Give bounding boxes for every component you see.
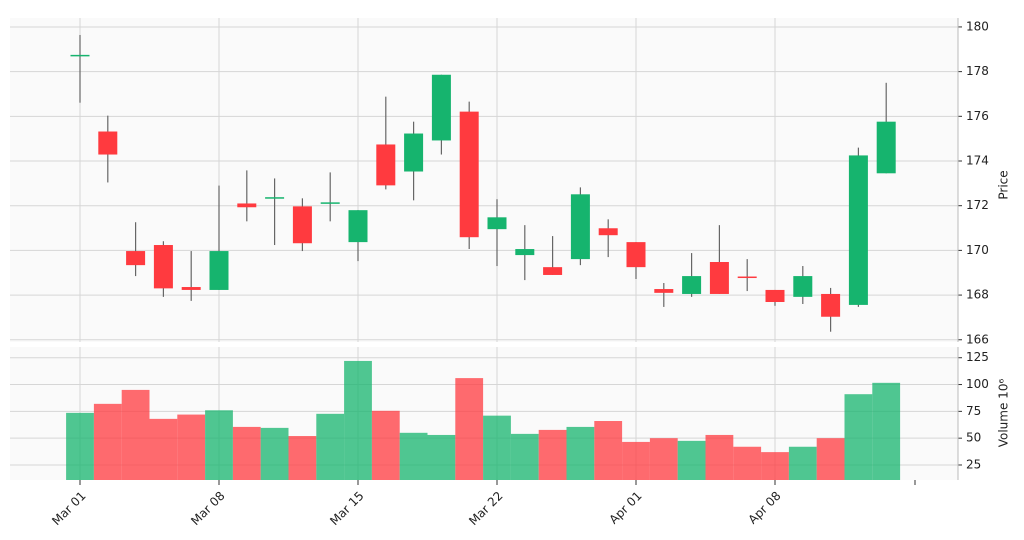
candle-body bbox=[348, 210, 368, 243]
candle-body bbox=[459, 111, 479, 238]
candle-body bbox=[292, 206, 312, 244]
candle-body bbox=[515, 249, 535, 256]
volume-bar bbox=[788, 446, 817, 480]
volume-bar bbox=[371, 410, 400, 480]
y-tick-label: 180 bbox=[966, 19, 989, 33]
candle-body bbox=[320, 202, 340, 204]
x-tick-label: Mar 15 bbox=[327, 489, 366, 528]
volume-bar bbox=[733, 446, 762, 480]
volume-bar bbox=[399, 432, 428, 480]
x-tick-label: Apr 01 bbox=[607, 489, 645, 527]
candle-body bbox=[98, 131, 118, 155]
candle-body bbox=[737, 276, 757, 279]
volume-bar bbox=[205, 410, 233, 480]
volume-bar bbox=[93, 403, 122, 480]
candle-body bbox=[543, 267, 563, 275]
x-tick-label: Mar 01 bbox=[49, 489, 88, 528]
volume-bar bbox=[816, 438, 845, 480]
volume-bar bbox=[566, 426, 595, 480]
candle-body bbox=[237, 203, 257, 208]
candle-body bbox=[153, 245, 173, 289]
y-tick-label: 168 bbox=[966, 288, 989, 302]
volume-bar bbox=[121, 389, 150, 480]
volume-bar bbox=[622, 441, 650, 480]
y-tick-label: 125 bbox=[966, 350, 989, 364]
candle-body bbox=[821, 293, 841, 317]
x-tick-label: Apr 08 bbox=[746, 489, 784, 527]
candle-body bbox=[793, 276, 813, 297]
volume-bar bbox=[761, 452, 789, 480]
volume-bar bbox=[538, 429, 567, 480]
volume-bar bbox=[510, 433, 539, 480]
volume-bar bbox=[649, 438, 678, 480]
volume-bar bbox=[677, 440, 706, 480]
y-tick-label: 172 bbox=[966, 198, 989, 212]
candle-body bbox=[209, 251, 229, 290]
candle-body bbox=[570, 194, 590, 260]
volume-bar bbox=[344, 360, 372, 480]
volume-bar bbox=[427, 434, 456, 480]
candle-body bbox=[70, 54, 90, 57]
candle-body bbox=[654, 289, 674, 293]
y-tick-label: 166 bbox=[966, 332, 989, 346]
volume-bar bbox=[288, 436, 317, 480]
candle-body bbox=[626, 242, 646, 268]
y-tick-label: 174 bbox=[966, 154, 989, 168]
volume-bar bbox=[232, 426, 261, 480]
y-tick-label: 75 bbox=[966, 404, 981, 418]
price-axis-label: Price bbox=[997, 170, 1011, 199]
candle-body bbox=[487, 217, 507, 230]
y-tick-label: 25 bbox=[966, 457, 981, 471]
candle-body bbox=[181, 287, 201, 290]
volume-axis-label: Volume 10⁶ bbox=[997, 379, 1011, 448]
y-tick-label: 50 bbox=[966, 431, 981, 445]
volume-bar bbox=[316, 413, 345, 480]
candle-body bbox=[709, 262, 729, 294]
x-tick-label: Mar 08 bbox=[188, 489, 227, 528]
candle-body bbox=[431, 74, 451, 141]
volume-bar bbox=[594, 421, 623, 480]
y-tick-label: 100 bbox=[966, 377, 989, 391]
candle-body bbox=[126, 251, 146, 266]
y-tick-label: 170 bbox=[966, 243, 989, 257]
candle-body bbox=[848, 155, 868, 305]
candle-body bbox=[682, 276, 702, 294]
x-tick-label: Mar 22 bbox=[466, 489, 505, 528]
volume-bar bbox=[149, 418, 178, 480]
candle-body bbox=[598, 228, 618, 236]
candle-body bbox=[765, 289, 785, 303]
volume-bar bbox=[455, 378, 484, 480]
volume-bar bbox=[483, 415, 511, 480]
y-tick-label: 176 bbox=[966, 109, 989, 123]
volume-bar bbox=[844, 394, 873, 480]
volume-bar bbox=[66, 412, 94, 480]
candle-body bbox=[376, 144, 396, 186]
price-panel bbox=[10, 18, 958, 342]
candle-body bbox=[876, 121, 896, 174]
candle-body bbox=[265, 197, 285, 199]
volume-bar bbox=[177, 414, 206, 480]
candle-body bbox=[404, 133, 424, 172]
volume-bar bbox=[705, 434, 734, 480]
volume-bar bbox=[872, 382, 901, 480]
volume-bar bbox=[260, 427, 289, 480]
y-tick-label: 178 bbox=[966, 64, 989, 78]
